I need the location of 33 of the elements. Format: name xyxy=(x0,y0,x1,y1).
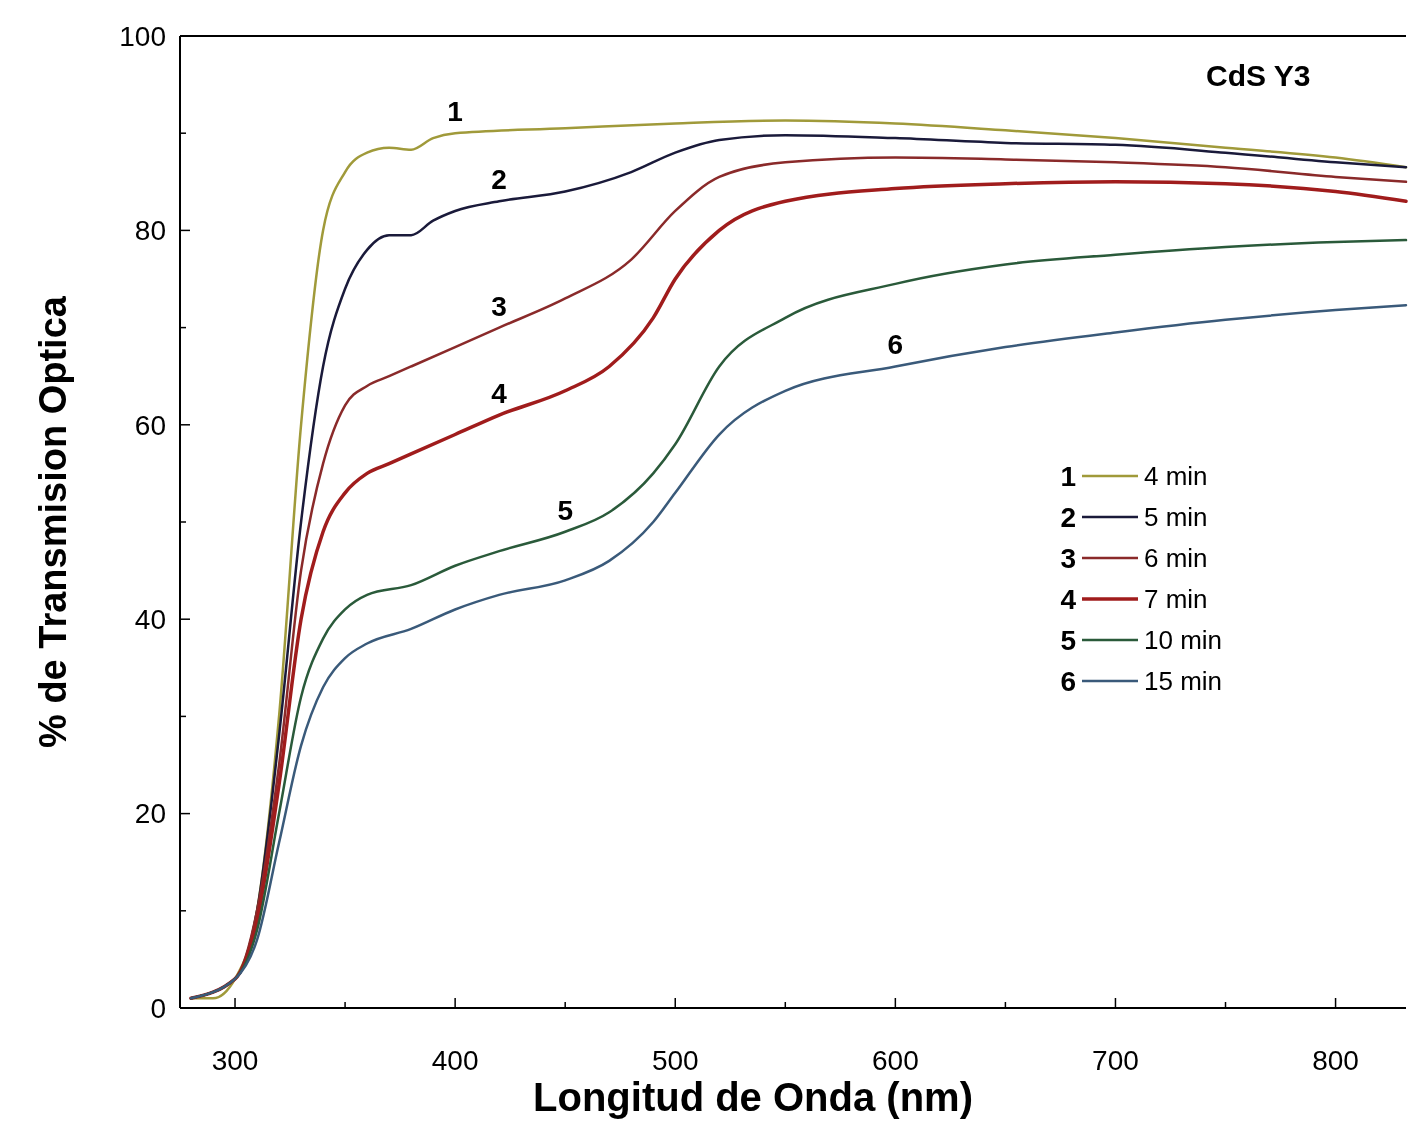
x-tick-label: 600 xyxy=(871,1045,919,1076)
y-tick-label: 100 xyxy=(119,20,166,52)
legend-label: 6 min xyxy=(1144,543,1208,574)
y-tick-label: 60 xyxy=(134,409,166,441)
annotation: CdS Y3 xyxy=(1206,59,1311,92)
x-tick-label: 500 xyxy=(651,1045,699,1076)
text: 4 xyxy=(1060,583,1076,615)
legend-label: 15 min xyxy=(1144,666,1223,697)
text: 3 xyxy=(1060,542,1076,574)
annotation: 5 xyxy=(557,494,573,526)
text: 6 xyxy=(1060,665,1076,697)
y-axis-title: % de Transmision Optica xyxy=(32,295,74,748)
legend-label: 5 min xyxy=(1144,502,1208,533)
x-tick-label: 300 xyxy=(211,1045,259,1076)
annotation: 4 xyxy=(491,378,508,410)
legend-label: 4 min xyxy=(1144,461,1208,492)
y-tick-label: 20 xyxy=(134,798,166,830)
legend-label: 7 min xyxy=(1144,584,1208,615)
annotation: 1 xyxy=(447,96,463,128)
x-tick-label: 800 xyxy=(1312,1045,1359,1076)
x-tick-label: 400 xyxy=(431,1045,479,1076)
text: 1 xyxy=(1060,460,1076,492)
y-tick-label: 0 xyxy=(150,992,166,1024)
legend-label: 10 min xyxy=(1144,625,1223,656)
y-tick-label: 40 xyxy=(134,604,166,635)
y-tick-label: 80 xyxy=(134,215,166,247)
annotation: 6 xyxy=(887,329,904,361)
x-axis-title: Longitud de Onda (nm) xyxy=(533,1075,973,1119)
annotation: 2 xyxy=(491,164,507,196)
annotation: 3 xyxy=(491,290,507,322)
text: 5 xyxy=(1060,624,1076,656)
text: 2 xyxy=(1060,501,1076,533)
x-tick-label: 700 xyxy=(1092,1045,1139,1076)
